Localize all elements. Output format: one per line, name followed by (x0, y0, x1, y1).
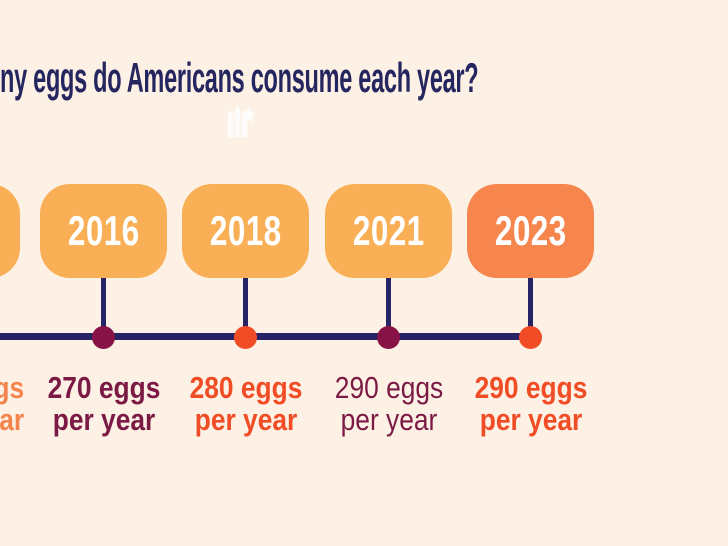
value-label-2016: 270 eggs per year (47, 372, 160, 436)
year-box-2021: 2021 (325, 184, 452, 278)
value-line1: 290 eggs (334, 370, 443, 405)
value-label-partial: gsar (0, 372, 24, 436)
value-line1: gs (0, 370, 24, 405)
value-label-2023: 290 eggs per year (474, 372, 587, 436)
value-label-2021: 290 eggs per year (334, 372, 442, 436)
value-line1: 290 eggs (474, 370, 587, 405)
year-box-partial (0, 184, 20, 278)
timeline-axis (0, 333, 535, 340)
value-label-2018: 280 eggs per year (189, 372, 302, 436)
value-line2: per year (340, 402, 437, 437)
year-label: 2023 (494, 207, 567, 254)
value-line2: ar (0, 402, 24, 437)
year-box-2023: 2023 (467, 184, 594, 278)
value-line2: per year (479, 402, 582, 437)
timeline-dot-2021 (377, 326, 400, 349)
year-label: 2018 (209, 207, 282, 254)
timeline-dot-2016 (92, 326, 115, 349)
connector-line (386, 278, 391, 337)
year-label: 2016 (67, 207, 140, 254)
value-line1: 280 eggs (189, 370, 302, 405)
value-line2: per year (194, 402, 297, 437)
page-title: ny eggs do Americans consume each year? (0, 54, 479, 101)
connector-line (101, 278, 106, 337)
connector-line (528, 278, 533, 337)
year-box-2018: 2018 (182, 184, 309, 278)
value-line2: per year (52, 402, 155, 437)
year-box-2016: 2016 (40, 184, 167, 278)
timeline-dot-2023 (519, 326, 542, 349)
timeline-dot-2018 (234, 326, 257, 349)
castle-badge-icon (227, 103, 256, 139)
value-line1: 270 eggs (47, 370, 160, 405)
connector-line (243, 278, 248, 337)
year-label: 2021 (352, 207, 425, 254)
